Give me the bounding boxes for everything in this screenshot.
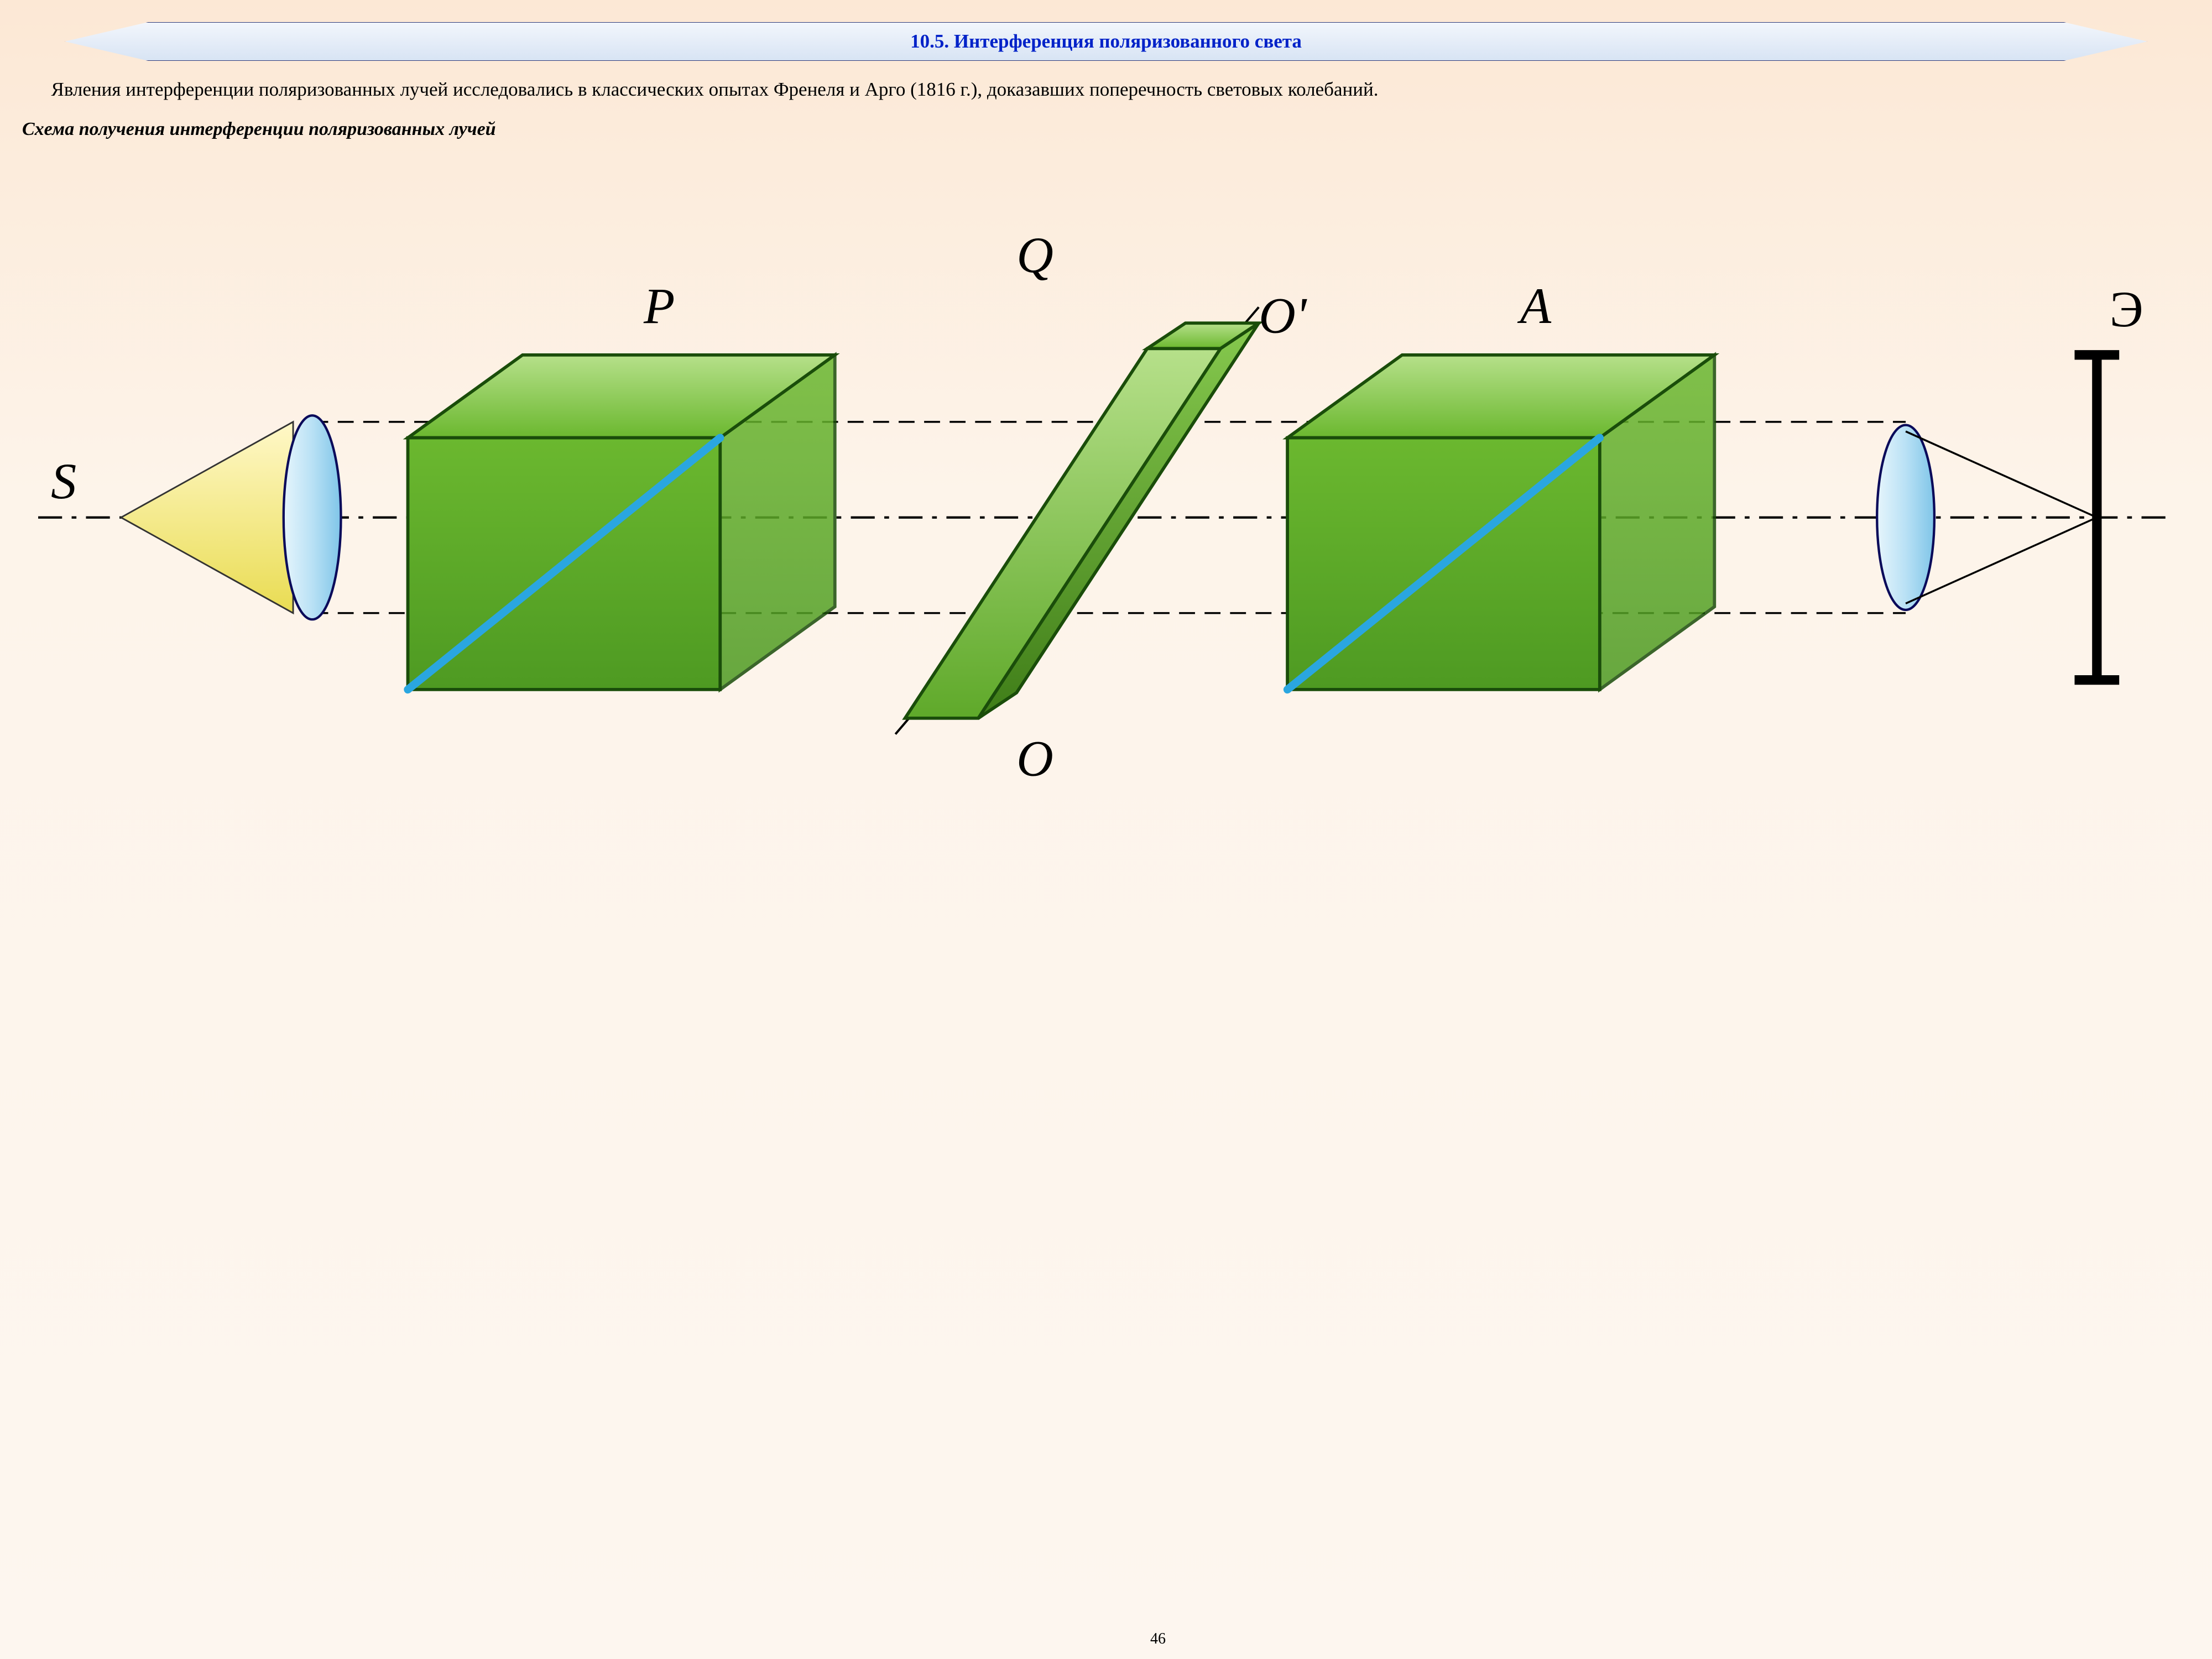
svg-text:Q: Q <box>1017 227 1054 283</box>
svg-text:O': O' <box>1259 288 1308 344</box>
diagram-caption: Схема получения интерференции поляризова… <box>22 119 2190 140</box>
svg-text:S: S <box>51 453 76 509</box>
svg-text:P: P <box>643 278 675 334</box>
svg-text:Э: Э <box>2110 281 2143 337</box>
svg-text:O: O <box>1017 731 1054 787</box>
body-paragraph: Явления интерференции поляризованных луч… <box>22 76 2190 102</box>
section-title: 10.5. Интерференция поляризованного свет… <box>65 22 2147 61</box>
optics-diagram: S P Q O' O A Э <box>38 151 2173 789</box>
svg-text:A: A <box>1517 278 1552 334</box>
slide: 10.5. Интерференция поляризованного свет… <box>0 0 2212 1659</box>
diagram-container: S P Q O' O A Э <box>17 151 2195 789</box>
page-number: 46 <box>1150 1630 1166 1648</box>
